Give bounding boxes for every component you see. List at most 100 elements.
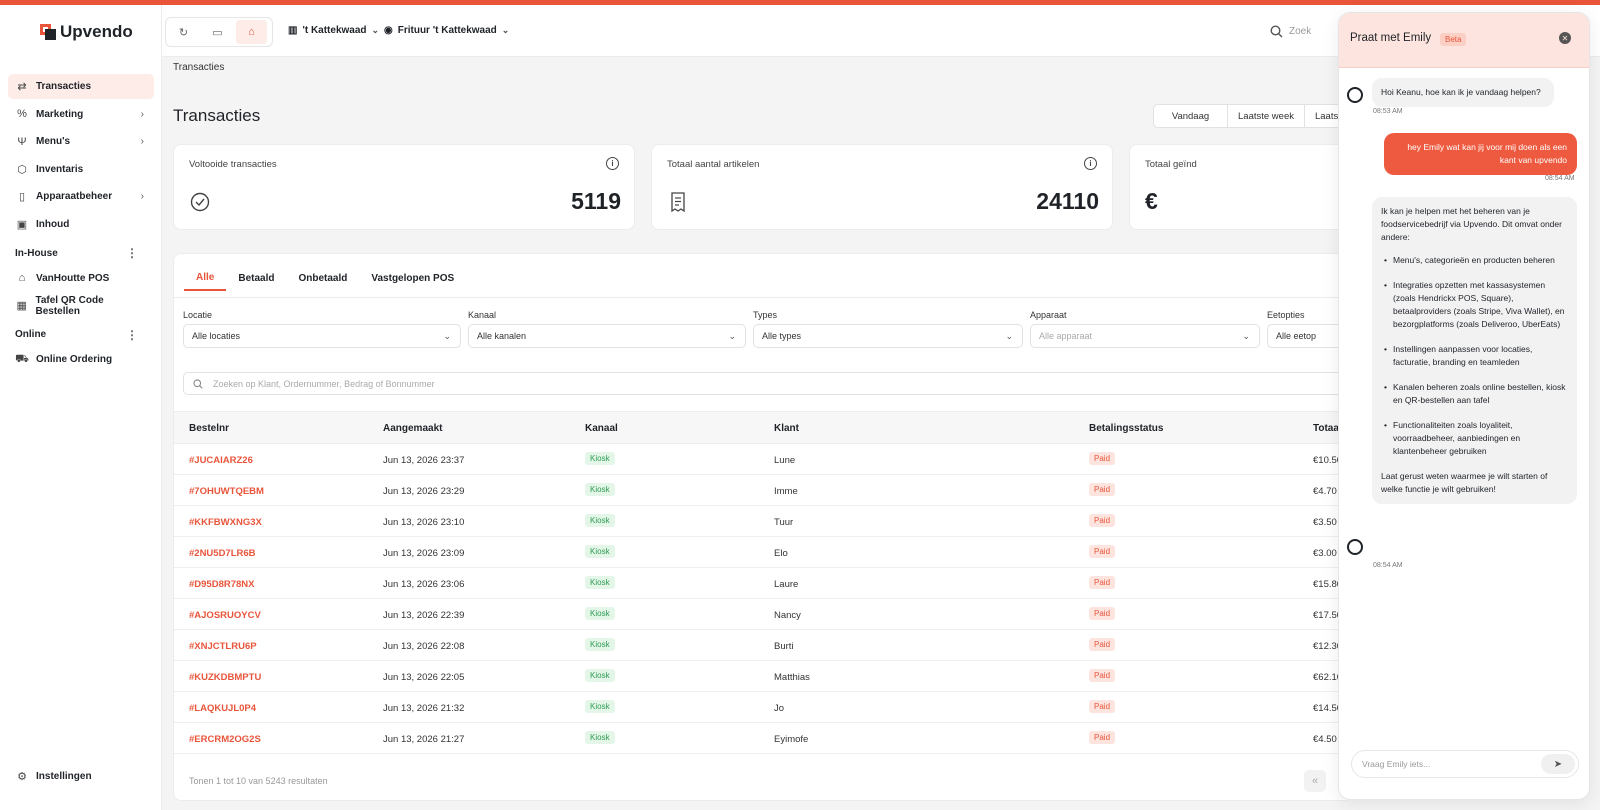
customer-name: Tuur bbox=[774, 517, 794, 528]
sidebar-item-vanhoutte-pos[interactable]: ⌂ VanHoutte POS bbox=[8, 266, 154, 291]
close-icon[interactable]: ✕ bbox=[1559, 32, 1571, 44]
sidebar-item-apparaatbeheer[interactable]: ▯ Apparaatbeheer › bbox=[8, 184, 154, 209]
section-online-label: Online bbox=[15, 329, 47, 340]
more-vertical-icon[interactable]: ⋮ bbox=[126, 327, 138, 342]
dining-options-select[interactable]: Alle eetop bbox=[1267, 324, 1352, 348]
sidebar-item-marketing[interactable]: % Marketing › bbox=[8, 102, 154, 127]
table-row[interactable]: #KKFBWXNG3X Jun 13, 2026 23:10 Kiosk Tuur Pa… bbox=[174, 506, 1352, 537]
sidebar-item-online-ordering[interactable]: ⛟ Online Ordering bbox=[8, 347, 154, 372]
chevron-down-icon: ⌄ bbox=[501, 25, 510, 35]
table-row[interactable]: #JUCAIARZ26 Jun 13, 2026 23:37 Kiosk Lune Pa… bbox=[174, 444, 1352, 475]
types-select[interactable]: Alle types ⌄ bbox=[753, 324, 1023, 348]
payment-status-badge: Paid bbox=[1089, 545, 1116, 558]
assistant-avatar-icon bbox=[1347, 539, 1363, 555]
created-at: Jun 13, 2026 22:39 bbox=[383, 610, 465, 621]
tab-alle[interactable]: Alle bbox=[184, 265, 227, 291]
order-number[interactable]: #LAQKUJL0P4 bbox=[189, 703, 257, 714]
stat-card-completed: Voltooide transacties i 5119 bbox=[173, 144, 635, 230]
table-row[interactable]: #KUZKDBMPTU Jun 13, 2026 22:05 Kiosk Matthi… bbox=[174, 661, 1352, 692]
chat-input[interactable]: Vraag Emily iets... ➤ bbox=[1351, 750, 1579, 778]
range-today-button[interactable]: Vandaag bbox=[1154, 105, 1228, 127]
sidebar-item-menus[interactable]: Ψ Menu's › bbox=[8, 129, 154, 154]
table-row[interactable]: #LAQKUJL0P4 Jun 13, 2026 21:32 Kiosk Jo Paid… bbox=[174, 692, 1352, 723]
first-page-button[interactable]: « bbox=[1304, 770, 1326, 792]
column-header-kanaal[interactable]: Kanaal bbox=[585, 423, 618, 434]
assistant-message-outro: Laat gerust weten waarmee je wilt starte… bbox=[1381, 471, 1548, 494]
location-select[interactable]: Alle locaties ⌄ bbox=[183, 324, 461, 348]
range-last-week-button[interactable]: Laatste week bbox=[1228, 105, 1305, 127]
channel-badge: Kiosk bbox=[585, 700, 615, 713]
column-header-betalingsstatus[interactable]: Betalingsstatus bbox=[1089, 423, 1164, 434]
more-vertical-icon[interactable]: ⋮ bbox=[126, 246, 138, 260]
range-last-month-button[interactable]: Laatste m bbox=[1314, 110, 1357, 122]
info-icon[interactable]: i bbox=[606, 157, 619, 170]
refresh-view-button[interactable]: ↻ bbox=[168, 20, 199, 44]
brand-picker[interactable]: ▥ 't Kattekwaad ⌄ bbox=[288, 25, 379, 36]
document-view-button[interactable]: ▭ bbox=[202, 20, 233, 44]
global-search[interactable]: Zoek bbox=[1270, 25, 1311, 38]
filter-apparaat: Apparaat Alle apparaat ⌄ bbox=[1030, 310, 1260, 348]
payment-status-badge: Paid bbox=[1089, 607, 1116, 620]
view-switcher: ↻ ▭ ⌂ bbox=[165, 17, 273, 47]
logo[interactable]: Upvendo bbox=[40, 22, 133, 42]
customer-name: Burti bbox=[774, 641, 794, 652]
store-icon: ⌂ bbox=[248, 26, 255, 38]
column-header-klant[interactable]: Klant bbox=[774, 423, 799, 434]
payment-status-badge: Paid bbox=[1089, 669, 1116, 682]
table-row[interactable]: #D95D8R78NX Jun 13, 2026 23:06 Kiosk Laure P… bbox=[174, 568, 1352, 599]
payment-status-badge: Paid bbox=[1089, 483, 1116, 496]
order-number[interactable]: #JUCAIARZ26 bbox=[189, 455, 253, 466]
sidebar-item-label: VanHoutte POS bbox=[36, 272, 110, 284]
select-value: Alle locaties bbox=[192, 331, 241, 341]
order-number[interactable]: #ERCRM2OG2S bbox=[189, 734, 261, 745]
settings-area: ⚙ Instellingen bbox=[8, 764, 154, 792]
sidebar-item-instellingen[interactable]: ⚙ Instellingen bbox=[8, 764, 154, 789]
pagination-summary: Tonen 1 tot 10 van 5243 resultaten bbox=[189, 776, 328, 786]
tab-betaald[interactable]: Betaald bbox=[238, 272, 275, 284]
chevron-down-icon: ⌄ bbox=[443, 330, 451, 341]
send-button[interactable]: ➤ bbox=[1541, 754, 1575, 774]
info-icon[interactable]: i bbox=[1084, 157, 1097, 170]
transaction-search-input[interactable]: Zoeken op Klant, Ordernummer, Bedrag of … bbox=[183, 372, 1352, 395]
tab-onbetaald[interactable]: Onbetaald bbox=[298, 272, 348, 284]
table-row[interactable]: #7OHUWTQEBM Jun 13, 2026 23:29 Kiosk Imme Pa… bbox=[174, 475, 1352, 506]
transactions-panel: Alle Betaald Onbetaald Vastgelopen POS L… bbox=[173, 253, 1353, 801]
stat-label: Totaal geïnd bbox=[1145, 159, 1197, 170]
order-number[interactable]: #AJOSRUOYCV bbox=[189, 610, 261, 621]
order-number[interactable]: #2NU5D7LR6B bbox=[189, 548, 256, 559]
assistant-message: Hoi Keanu, hoe kan ik je vandaag helpen? bbox=[1372, 78, 1554, 107]
assistant-message-intro: Ik kan je helpen met het beheren van je … bbox=[1381, 206, 1562, 242]
sidebar-item-inhoud[interactable]: ▣ Inhoud bbox=[8, 212, 154, 237]
tab-vastgelopen-pos[interactable]: Vastgelopen POS bbox=[371, 272, 455, 284]
column-header-bestelnr[interactable]: Bestelnr bbox=[189, 423, 230, 434]
column-header-totaal[interactable]: Totaa bbox=[1313, 423, 1339, 434]
table-row[interactable]: #2NU5D7LR6B Jun 13, 2026 23:09 Kiosk Elo Pai… bbox=[174, 537, 1352, 568]
channel-badge: Kiosk bbox=[585, 545, 615, 558]
sidebar-item-inventaris[interactable]: ⬡ Inventaris bbox=[8, 157, 154, 182]
list-item: Kanalen beheren zoals online bestellen, … bbox=[1381, 381, 1568, 407]
payment-status-badge: Paid bbox=[1089, 731, 1116, 744]
location-picker[interactable]: ◉ Frituur 't Kattekwaad ⌄ bbox=[384, 25, 509, 36]
chevron-down-icon: ⌄ bbox=[1242, 330, 1250, 341]
store-view-button[interactable]: ⌂ bbox=[236, 20, 267, 44]
sidebar-item-tafel-qr[interactable]: ▦ Tafel QR Code Bestellen bbox=[8, 293, 154, 318]
order-number[interactable]: #XNJCTLRU6P bbox=[189, 641, 257, 652]
order-number[interactable]: #D95D8R78NX bbox=[189, 579, 255, 590]
sidebar-item-label: Inhoud bbox=[36, 218, 70, 230]
order-number[interactable]: #7OHUWTQEBM bbox=[189, 486, 264, 497]
breadcrumb[interactable]: Transacties bbox=[173, 62, 225, 73]
chevron-down-icon: ⌄ bbox=[1005, 330, 1013, 341]
utensils-icon: Ψ bbox=[17, 135, 27, 148]
section-inhouse-label: In-House bbox=[15, 247, 58, 259]
device-select[interactable]: Alle apparaat ⌄ bbox=[1030, 324, 1260, 348]
channel-select[interactable]: Alle kanalen ⌄ bbox=[468, 324, 746, 348]
table-row[interactable]: #AJOSRUOYCV Jun 13, 2026 22:39 Kiosk Nancy P… bbox=[174, 599, 1352, 630]
order-number[interactable]: #KKFBWXNG3X bbox=[189, 517, 262, 528]
column-header-aangemaakt[interactable]: Aangemaakt bbox=[383, 423, 443, 434]
created-at: Jun 13, 2026 21:27 bbox=[383, 734, 465, 745]
created-at: Jun 13, 2026 23:09 bbox=[383, 548, 465, 559]
table-row[interactable]: #XNJCTLRU6P Jun 13, 2026 22:08 Kiosk Burti P… bbox=[174, 630, 1352, 661]
table-row[interactable]: #ERCRM2OG2S Jun 13, 2026 21:27 Kiosk Eyimof… bbox=[174, 723, 1352, 754]
order-number[interactable]: #KUZKDBMPTU bbox=[189, 672, 262, 683]
sidebar-item-transacties[interactable]: ⇄ Transacties bbox=[8, 74, 154, 99]
